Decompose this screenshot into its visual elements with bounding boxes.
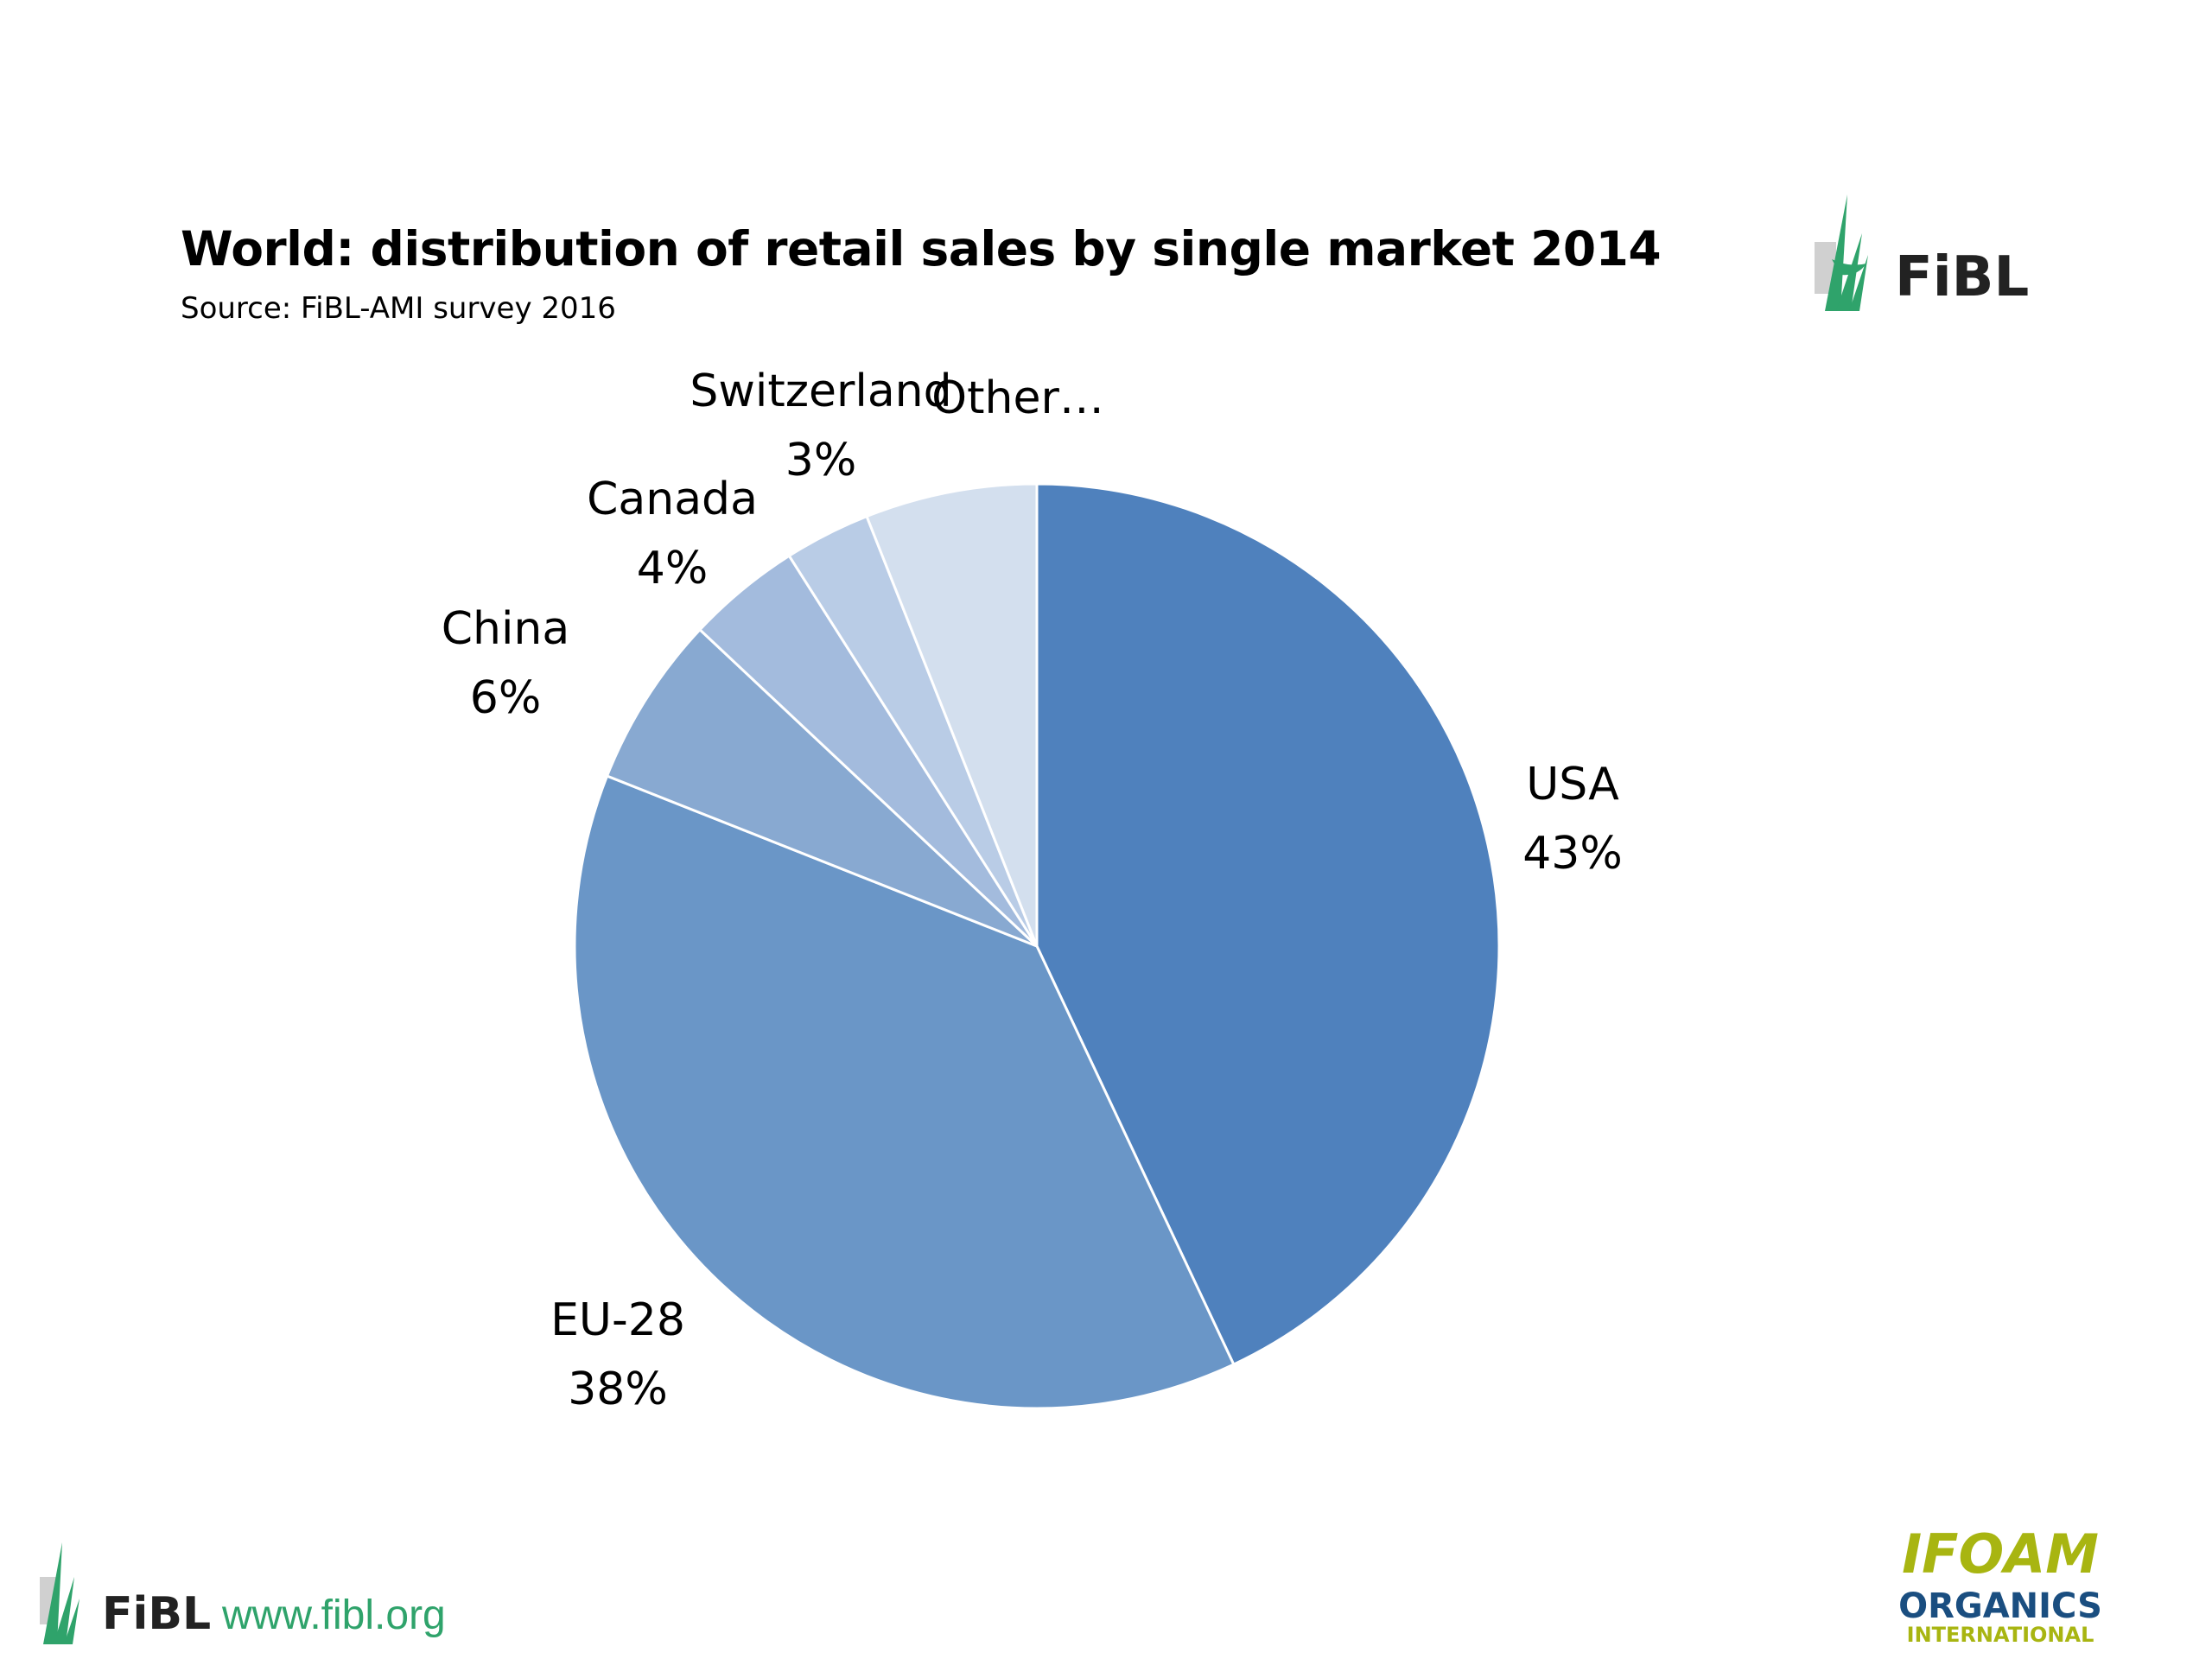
pie-slice-other xyxy=(865,482,1039,947)
pie-slice-china xyxy=(605,627,1039,948)
slice-value-label: 3% xyxy=(785,435,857,486)
slice-value-label: 38% xyxy=(568,1363,668,1415)
slice-label: USA xyxy=(1526,759,1619,810)
ifoam-organics-international-logo-icon: IFOAM ORGANICS INTERNATIONAL xyxy=(1898,1522,2102,1647)
ifoam-logo-line3: INTERNATIONAL xyxy=(1907,1623,2094,1647)
fibl-logo-text: FiBL xyxy=(1895,245,2029,309)
footer-url-link[interactable]: www.fibl.org xyxy=(222,1592,446,1638)
fibl-footer-logo-text: FiBL xyxy=(102,1588,211,1640)
chart-subtitle: Source: FiBL-AMI survey 2016 xyxy=(181,291,616,326)
ifoam-logo-line1: IFOAM xyxy=(1902,1522,2099,1586)
fibl-footer-logo-icon: FiBL xyxy=(40,1542,211,1644)
slice-label: Other… xyxy=(931,372,1104,424)
slice-label: EU-28 xyxy=(550,1294,685,1346)
ifoam-logo-line2: ORGANICS xyxy=(1898,1586,2102,1626)
chart-title: World: distribution of retail sales by s… xyxy=(181,221,1662,276)
slice-label: Canada xyxy=(587,474,758,525)
slice-value-label: 43% xyxy=(1522,828,1623,880)
slice-label: China xyxy=(442,603,570,655)
pie-slice-eu-28 xyxy=(573,774,1236,1410)
slice-label: Switzerland xyxy=(690,365,951,417)
slice-value-label: 4% xyxy=(637,543,709,594)
slice-value-label: 6% xyxy=(470,672,542,724)
pie-slice-usa xyxy=(1035,482,1501,1367)
fibl-logo-icon: FiBL xyxy=(1815,194,2029,311)
